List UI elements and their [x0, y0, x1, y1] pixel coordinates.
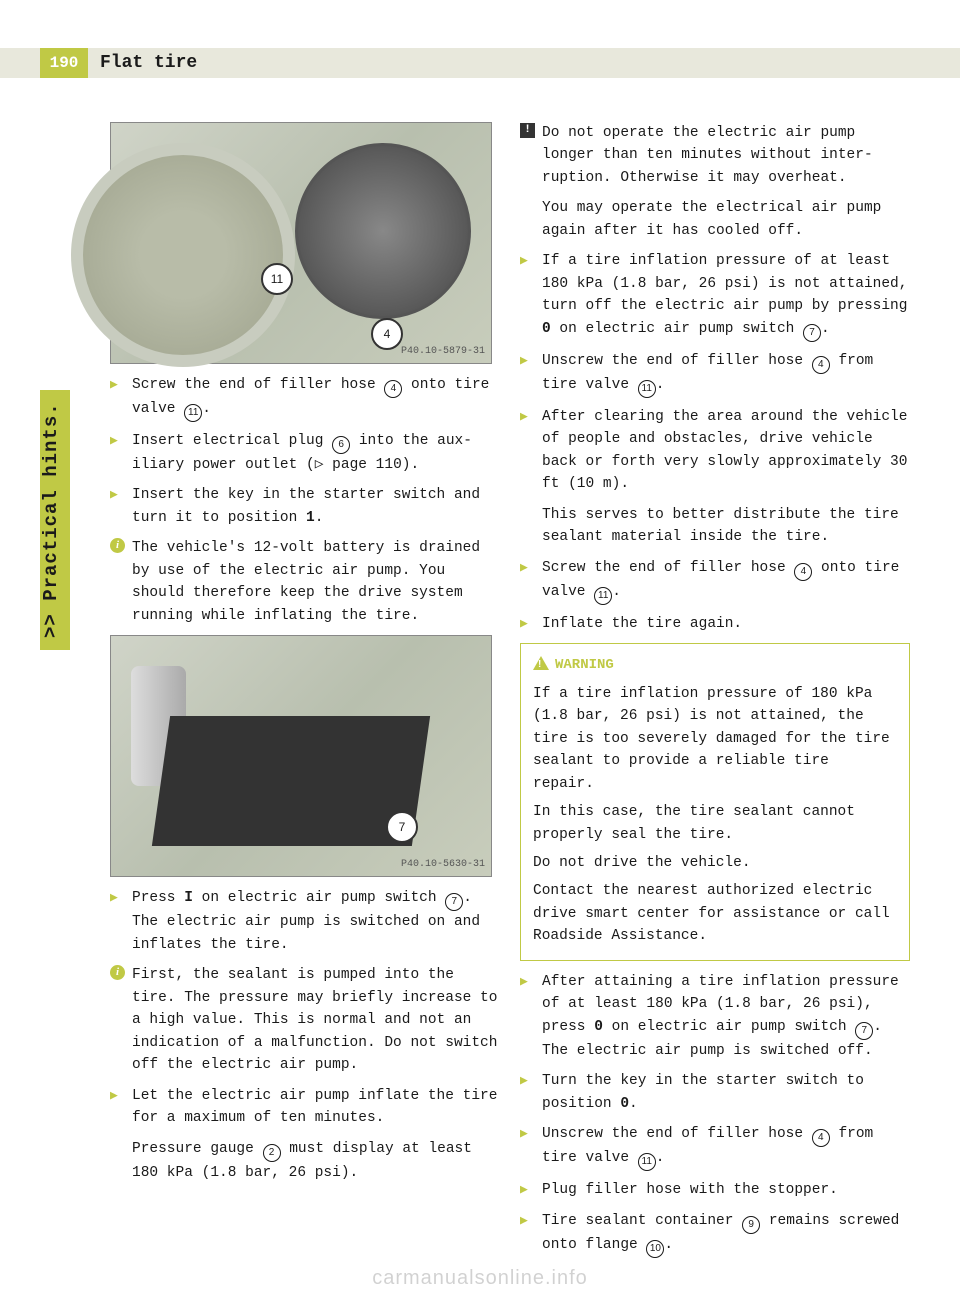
arrow-icon: ▶: [520, 1180, 528, 1200]
left-column: 11 4 P40.10-5879-31 ▶ Screw the end of f…: [110, 122, 500, 1192]
figure-wheel-valve: 11 4 P40.10-5879-31: [110, 122, 492, 364]
info-battery: i The vehicle's 12-volt battery is drain…: [110, 537, 500, 627]
step-screw-again: ▶ Screw the end of filler hose 4 onto ti…: [520, 557, 910, 605]
caution-icon: !: [520, 123, 535, 138]
arrow-icon: ▶: [110, 375, 118, 395]
callout-11: 11: [261, 263, 293, 295]
warning-text-4: Contact the nearest authorized electric …: [533, 880, 897, 947]
step-unscrew-2: ▶ Unscrew the end of filler hose 4 from …: [520, 1123, 910, 1171]
right-column: ! Do not operate the electric air pump l…: [520, 122, 910, 1266]
warning-triangle-icon: [533, 656, 549, 670]
step-inflate-max: ▶ Let the electric air pump inflate the …: [110, 1085, 500, 1130]
warning-box: WARNING If a tire inflation pressure of …: [520, 643, 910, 961]
page-number: 190: [40, 48, 88, 78]
arrow-icon: ▶: [110, 431, 118, 451]
figure-label: P40.10-5879-31: [401, 344, 485, 360]
warning-text-2: In this case, the tire sealant cannot pr…: [533, 801, 897, 846]
arrow-icon: ▶: [520, 351, 528, 371]
warning-heading: WARNING: [533, 654, 897, 677]
step-sealant-container: ▶ Tire sealant container 9 remains screw…: [520, 1210, 910, 1258]
arrow-icon: ▶: [520, 614, 528, 634]
info-icon: i: [110, 965, 125, 980]
arrow-icon: ▶: [520, 407, 528, 427]
figure-label: P40.10-5630-31: [401, 857, 485, 873]
manual-page: 190 Flat tire >> Practical hints. 11 4 P…: [0, 0, 960, 1302]
caution-overheat: ! Do not operate the electric air pump l…: [520, 122, 910, 189]
step-not-attained: ▶ If a tire inflation pressure of at lea…: [520, 250, 910, 341]
arrow-icon: ▶: [110, 1086, 118, 1106]
arrow-icon: ▶: [110, 485, 118, 505]
step-pressure-gauge: Pressure gauge 2 must display at least 1…: [110, 1138, 500, 1184]
arrow-icon: ▶: [520, 972, 528, 992]
step-plug-stopper: ▶ Plug filler hose with the stopper.: [520, 1179, 910, 1201]
info-icon: i: [110, 538, 125, 553]
side-label: >> Practical hints.: [40, 395, 70, 645]
step-key-pos0: ▶ Turn the key in the starter switch to …: [520, 1070, 910, 1115]
arrow-icon: ▶: [520, 251, 528, 271]
figure-pump: 7 P40.10-5630-31: [110, 635, 492, 877]
warning-text-1: If a tire inflation pressure of 180 kPa …: [533, 683, 897, 795]
step-insert-plug: ▶ Insert electrical plug 6 into the aux­…: [110, 430, 500, 476]
arrow-icon: ▶: [520, 1071, 528, 1091]
step-drive-slowly: ▶ After clearing the area around the veh…: [520, 406, 910, 496]
arrow-icon: ▶: [110, 888, 118, 908]
callout-4: 4: [371, 318, 403, 350]
section-title: Flat tire: [100, 48, 197, 78]
callout-7: 7: [386, 811, 418, 843]
step-distribute: This serves to better distribute the tir…: [520, 504, 910, 549]
step-unscrew-1: ▶ Unscrew the end of filler hose 4 from …: [520, 350, 910, 398]
step-screw-hose: ▶ Screw the end of filler hose 4 onto ti…: [110, 374, 500, 422]
info-sealant: i First, the sealant is pumped into the …: [110, 964, 500, 1076]
arrow-icon: ▶: [520, 558, 528, 578]
caution-cooled: You may operate the electrical air pump …: [520, 197, 910, 242]
step-press-i: ▶ Press I on electric air pump switch 7.…: [110, 887, 500, 956]
step-inflate-again: ▶ Inflate the tire again.: [520, 613, 910, 635]
watermark: carmanualsonline.info: [0, 1267, 960, 1290]
arrow-icon: ▶: [520, 1124, 528, 1144]
warning-text-3: Do not drive the vehicle.: [533, 852, 897, 874]
step-insert-key: ▶ Insert the key in the starter switch a…: [110, 484, 500, 529]
step-after-attaining: ▶ After attaining a tire inflation press…: [520, 971, 910, 1062]
arrow-icon: ▶: [520, 1211, 528, 1231]
